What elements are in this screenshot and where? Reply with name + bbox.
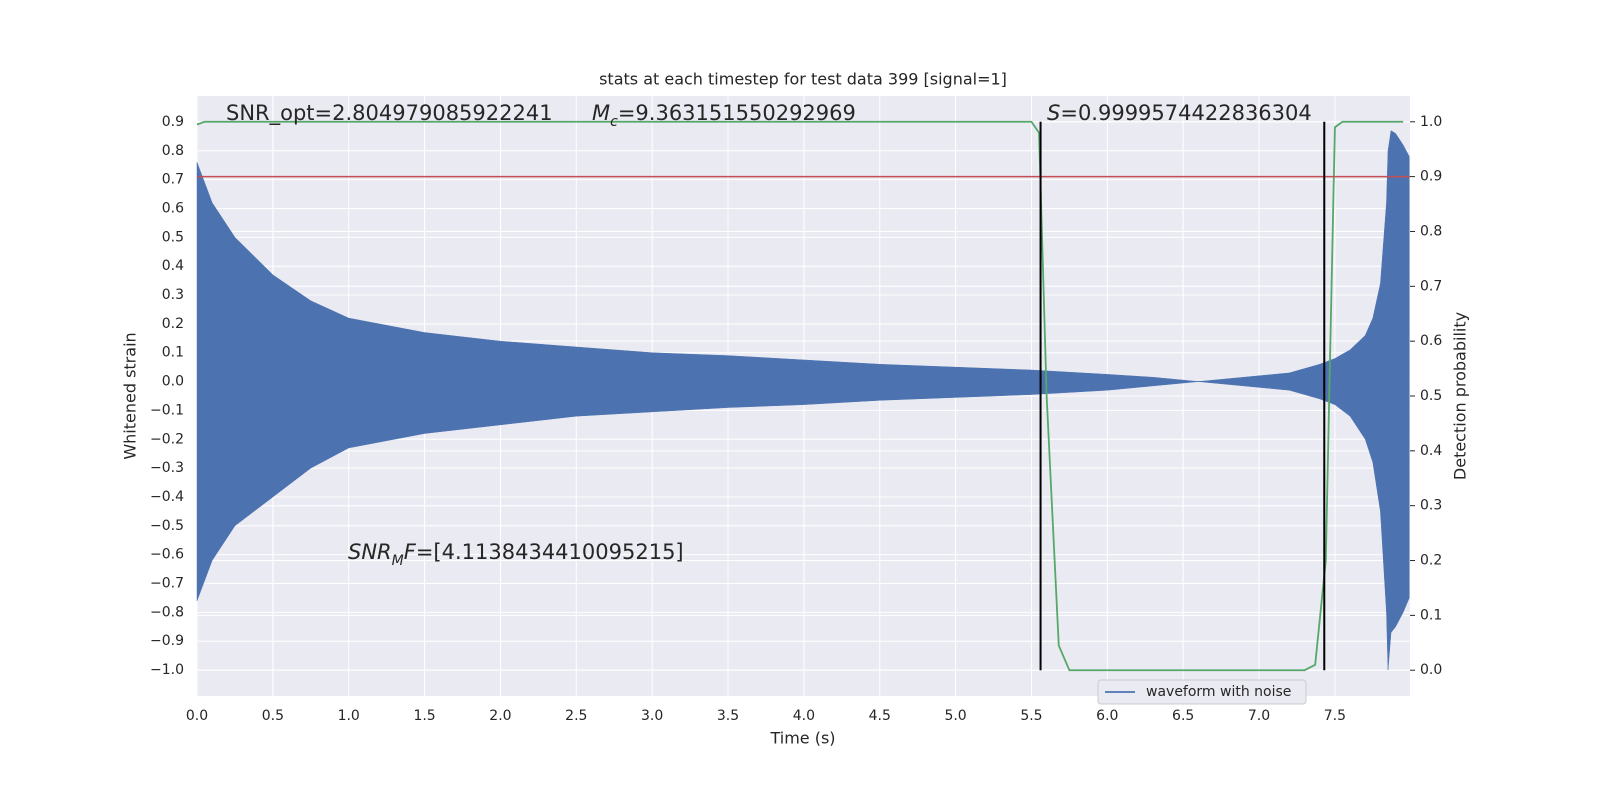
x-tick-label: 3.0: [641, 708, 663, 724]
x-tick-label: 0.0: [186, 708, 208, 724]
x-tick-label: 4.5: [869, 708, 891, 724]
y2-tick-label: 0.8: [1420, 223, 1442, 239]
y2-axis-label: Detection probability: [1451, 312, 1470, 480]
annotation-part: c: [610, 114, 618, 130]
annotation: S=0.9999574422836304: [1047, 101, 1312, 125]
x-tick-label: 3.5: [717, 708, 739, 724]
y-tick-label: 0.2: [162, 316, 184, 332]
y-tick-label: 0.8: [162, 143, 184, 159]
annotation: SNRMF=[4.1138434410095215]: [348, 540, 684, 569]
x-tick-label: 0.5: [262, 708, 284, 724]
annotation-part: =9.363151550292969: [618, 101, 856, 125]
y2-tick-label: 0.4: [1420, 443, 1442, 459]
x-tick-label: 4.0: [793, 708, 815, 724]
y-tick-label: 0.1: [162, 345, 184, 361]
legend: waveform with noise: [1097, 679, 1307, 705]
y2-tick-label: 0.9: [1420, 169, 1442, 185]
y-tick-label: 0.0: [162, 374, 184, 390]
y-tick-label: −0.2: [150, 431, 184, 447]
y-tick-label: 0.3: [162, 287, 184, 303]
y2-tick-label: 0.7: [1420, 278, 1442, 294]
x-tick-label: 2.0: [489, 708, 511, 724]
x-tick-label: 6.0: [1096, 708, 1118, 724]
y2-tick-label: 0.2: [1420, 553, 1442, 569]
y2-tick-label: 0.3: [1420, 498, 1442, 514]
y-tick-label: 0.5: [162, 229, 184, 245]
annotation: SNR_opt=2.804979085922241: [226, 101, 553, 126]
chart-title: stats at each timestep for test data 399…: [599, 70, 1007, 89]
y-axis-label: Whitened strain: [121, 332, 140, 459]
probability-line: [196, 120, 1404, 672]
annotation-part: M: [592, 101, 610, 125]
x-tick-label: 7.5: [1324, 708, 1346, 724]
legend-box: [1097, 679, 1307, 705]
annotation-part: M: [392, 553, 404, 569]
y-tick-label: −0.1: [150, 402, 184, 418]
legend-label: waveform with noise: [1146, 684, 1291, 700]
x-tick-label: 6.5: [1172, 708, 1194, 724]
waveform-envelope: [196, 130, 1410, 382]
annotation: Mc=9.363151550292969: [592, 101, 856, 130]
y2-tick-label: 0.6: [1420, 333, 1442, 349]
x-axis-label: Time (s): [769, 729, 835, 748]
waveform-envelope: [196, 381, 1410, 671]
y-tick-label: −1.0: [150, 662, 184, 678]
annotation-part: =0.9999574422836304: [1060, 101, 1311, 125]
y-tick-label: 0.9: [162, 114, 184, 130]
y2-tick-label: 0.0: [1420, 662, 1442, 678]
x-tick-label: 5.5: [1020, 708, 1042, 724]
y-tick-label: −0.4: [150, 489, 184, 505]
x-tick-label: 1.5: [413, 708, 435, 724]
x-tick-label: 7.0: [1248, 708, 1270, 724]
y-tick-label: −0.9: [150, 633, 184, 649]
y-tick-label: 0.6: [162, 201, 184, 217]
annotation-part: S: [1047, 101, 1060, 125]
x-tick-label: 5.0: [944, 708, 966, 724]
x-tick-label: 1.0: [338, 708, 360, 724]
y-tick-label: −0.3: [150, 460, 184, 476]
y-tick-label: 0.4: [162, 258, 184, 274]
x-tick-label: 2.5: [565, 708, 587, 724]
annotation-part: SNR: [348, 540, 392, 564]
y2-tick-label: 1.0: [1420, 114, 1442, 130]
annotation-part: F: [404, 540, 417, 564]
y-tick-label: −0.7: [150, 576, 184, 592]
y-tick-label: −0.6: [150, 547, 184, 563]
y-tick-label: 0.7: [162, 172, 184, 188]
annotation-part: SNR_opt=2.804979085922241: [226, 101, 553, 126]
y-tick-label: −0.5: [150, 518, 184, 534]
y2-tick-label: 0.1: [1420, 607, 1442, 623]
y-tick-label: −0.8: [150, 604, 184, 620]
y2-tick-label: 0.5: [1420, 388, 1442, 404]
annotation-part: =[4.1138434410095215]: [416, 540, 684, 564]
